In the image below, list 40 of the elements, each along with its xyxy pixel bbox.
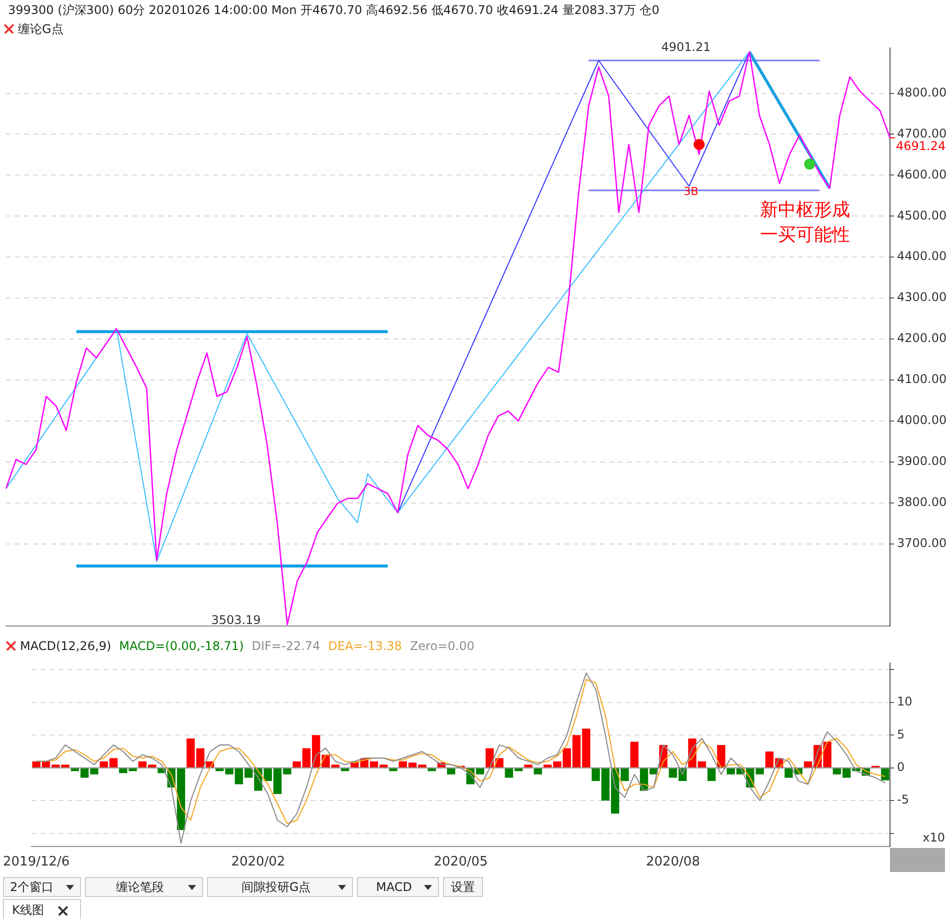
y-tick-label: 4400.00: [897, 249, 947, 264]
y-tick-label: 4800.00: [897, 85, 947, 100]
annotation: 一买可能性: [760, 224, 850, 246]
annotation: 4901.21: [661, 40, 711, 54]
text: 缠论笔段: [115, 878, 165, 896]
annotation: 新中枢形成: [760, 200, 850, 221]
y-tick-label: 4500.00: [897, 208, 947, 222]
y-tick-label: 3700.00: [897, 536, 947, 550]
text: 设置: [450, 878, 476, 896]
chart-title: MACD(12,26,9): [20, 638, 112, 652]
y-tick-label: 4600.00: [897, 167, 947, 182]
y-tick-label: -5: [897, 792, 909, 807]
x-tick-label: 2020/05: [434, 854, 488, 870]
x-tick-label: 2019/12/6: [3, 854, 70, 870]
chart-title: 399300 (沪深300) 60分 20201026 14:00:00 Mon 开4670.70 高4692.56 低4670.70 收4691.24 量2083.37万 仓0: [7, 2, 660, 19]
y-tick-label: 3800.00: [897, 495, 947, 510]
y-tick-label: 4700.00: [897, 126, 947, 140]
y-tick-label: 10: [897, 694, 912, 709]
ref-line-label: Zero=0.00: [410, 638, 474, 652]
x-tick-label: 2020/08: [646, 854, 700, 870]
ref-line-label: 4691.24: [896, 138, 946, 153]
y-tick-label: 4100.00: [897, 372, 947, 386]
y-tick-label: 0: [897, 760, 905, 774]
text: K线图: [12, 902, 44, 919]
text: DIF=-22.74: [252, 638, 320, 652]
x-tick-label: 2020/02: [231, 854, 286, 870]
text: 间隙投研G点: [240, 878, 312, 896]
text: MACD=(0.00,-18.71): [119, 638, 244, 652]
y-tick-label: 4200.00: [897, 331, 947, 346]
y-tick-label: 5: [897, 727, 905, 742]
y-tick-label: 4000.00: [897, 413, 947, 428]
y-tick-label: 3900.00: [897, 454, 947, 468]
text: 2个窗口: [10, 878, 55, 896]
y-axis-title: x10: [922, 830, 945, 845]
text: MACD: [375, 880, 413, 894]
text: DEA=-13.38: [328, 638, 402, 652]
annotation: 3503.19: [211, 613, 261, 628]
chart-subtitle: 缠论G点: [18, 20, 64, 38]
y-tick-label: 4300.00: [897, 290, 947, 304]
annotation: 3B: [684, 184, 698, 198]
